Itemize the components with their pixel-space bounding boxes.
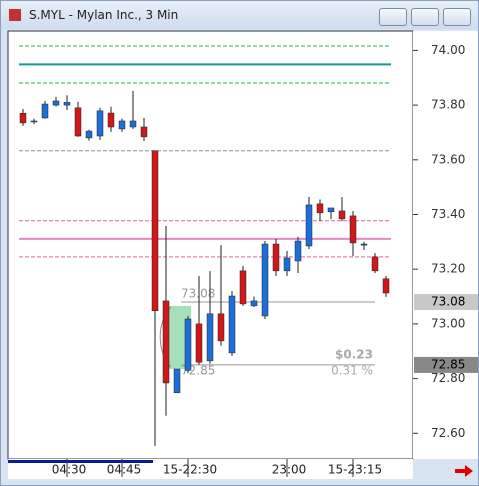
candle-body <box>151 150 159 312</box>
x-tick-label: 15-23:15 <box>328 463 382 477</box>
candle-body <box>250 300 258 307</box>
candle-body <box>371 256 379 272</box>
candle-body <box>228 295 236 354</box>
change-percent: 0.31 % <box>331 363 373 377</box>
close-button[interactable] <box>443 8 471 26</box>
price-marker <box>414 294 478 311</box>
x-tick-label: 04:30 <box>52 463 87 477</box>
price-marker-label: 72.85 <box>431 357 465 371</box>
y-tick-label: 74.00 <box>431 43 465 57</box>
app-icon <box>9 9 21 21</box>
candle-body <box>129 120 137 128</box>
change-label: $0.23 <box>335 347 373 361</box>
candle-body <box>41 103 49 119</box>
y-tick-label: 72.60 <box>431 426 465 440</box>
candle-body <box>184 318 192 371</box>
candle-body <box>19 113 27 124</box>
minimize-button[interactable] <box>379 8 407 26</box>
y-tick-label: 73.80 <box>431 98 465 112</box>
candle-body <box>316 203 324 214</box>
y-tick-label: 73.40 <box>431 207 465 221</box>
candle-body <box>360 243 368 246</box>
chart: 72.60 72.80 73.00 73.20 73.40 73.60 73.80 74.00… <box>7 30 478 479</box>
x-tick-label: 04:45 <box>107 463 142 477</box>
price-marker-label: 73.08 <box>431 295 465 309</box>
candle-body <box>305 204 313 247</box>
candle-body <box>327 207 335 213</box>
y-tick-label: 73.20 <box>431 262 465 276</box>
candle-body <box>195 323 203 363</box>
x-tick-label: 23:00 <box>272 463 307 477</box>
candle-body <box>283 257 291 272</box>
price-marker <box>414 356 478 373</box>
candle-body <box>63 102 71 106</box>
candle-body <box>217 313 225 342</box>
candle-body <box>107 112 115 128</box>
candle-body <box>85 130 93 139</box>
time-axis <box>8 459 413 479</box>
candle-body <box>74 107 82 137</box>
candle-body <box>52 100 60 106</box>
candle-body <box>349 215 357 244</box>
candle-body <box>173 368 181 394</box>
measure-label: 73.08 <box>181 287 215 301</box>
candle-body <box>294 240 302 262</box>
candle-body <box>30 120 38 123</box>
plot-area <box>7 30 414 460</box>
candle-body <box>140 126 148 138</box>
session-bar <box>8 460 153 463</box>
price-axis <box>413 31 478 459</box>
title-bar: S.MYL - Mylan Inc., 3 Min <box>1 1 478 29</box>
candle-body <box>206 313 214 362</box>
scroll-arrow[interactable] <box>455 465 473 477</box>
candle-body <box>118 120 126 130</box>
maximize-button[interactable] <box>411 8 439 26</box>
window-title: S.MYL - Mylan Inc., 3 Min <box>29 8 179 22</box>
candle-body <box>272 243 280 272</box>
candle-body <box>261 243 269 317</box>
x-tick-label: 15-22:30 <box>163 463 217 477</box>
candle-body <box>162 300 170 384</box>
candle-body <box>338 210 346 220</box>
y-tick-label: 73.60 <box>431 152 465 166</box>
y-tick-label: 73.00 <box>431 316 465 330</box>
candle-body <box>382 278 390 294</box>
candle-body <box>239 270 247 305</box>
y-tick-label: 72.80 <box>431 371 465 385</box>
candle-body <box>96 110 104 137</box>
